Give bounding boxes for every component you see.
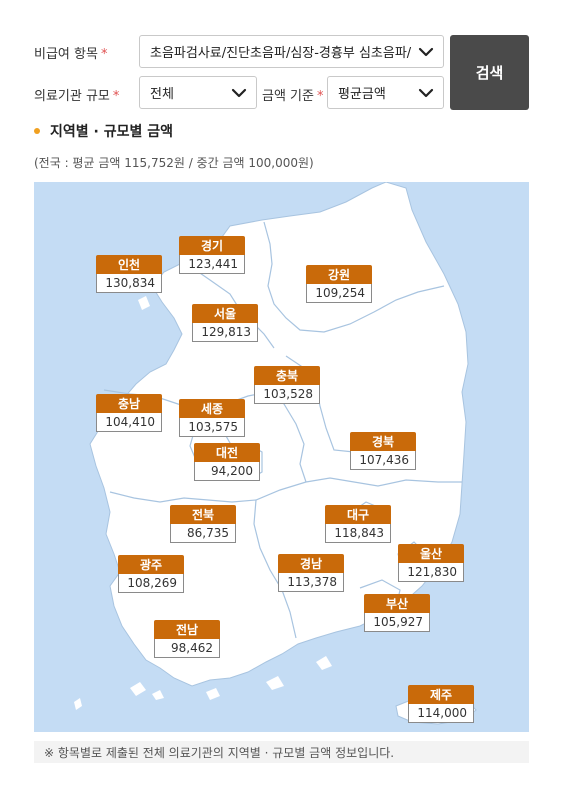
region-amount: 114,000	[408, 704, 474, 723]
region-amount: 104,410	[96, 413, 162, 432]
region-name: 세종	[179, 399, 245, 418]
region-gyeongnam[interactable]: 경남 113,378	[278, 554, 344, 592]
region-name: 전북	[170, 505, 236, 524]
basis-select[interactable]: 평균금액	[327, 76, 444, 109]
korea-landmass	[74, 182, 477, 725]
region-incheon[interactable]: 인천 130,834	[96, 255, 162, 293]
region-name: 경남	[278, 554, 344, 573]
region-daegu[interactable]: 대구 118,843	[325, 505, 391, 543]
region-name: 부산	[364, 594, 430, 613]
region-ulsan[interactable]: 울산 121,830	[398, 544, 464, 582]
korea-map: 인천 130,834 경기 123,441 강원 109,254 서울 129,…	[34, 182, 529, 732]
region-name: 전남	[154, 620, 220, 639]
region-jeju[interactable]: 제주 114,000	[408, 685, 474, 723]
required-mark: *	[316, 89, 324, 104]
region-amount: 103,575	[179, 418, 245, 437]
region-gyeonggi[interactable]: 경기 123,441	[179, 236, 245, 274]
region-amount: 121,830	[398, 563, 464, 582]
region-name: 인천	[96, 255, 162, 274]
search-button[interactable]: 검색	[450, 35, 529, 110]
region-busan[interactable]: 부산 105,927	[364, 594, 430, 632]
region-amount: 103,528	[254, 385, 320, 404]
item-select[interactable]: 초음파검사료/진단초음파/심장-경흉부 심초음파/	[139, 35, 444, 68]
region-seoul[interactable]: 서울 129,813	[192, 304, 258, 342]
region-amount: 123,441	[179, 255, 245, 274]
national-summary: (전국 : 평균 금액 115,752원 / 중간 금액 100,000원)	[34, 156, 314, 170]
region-amount: 113,378	[278, 573, 344, 592]
region-name: 광주	[118, 555, 184, 574]
region-chungnam[interactable]: 충남 104,410	[96, 394, 162, 432]
chevron-down-icon	[230, 84, 248, 102]
chevron-down-icon	[417, 84, 435, 102]
section-title: 지역별 · 규모별 금액	[34, 121, 173, 141]
item-select-value: 초음파검사료/진단초음파/심장-경흉부 심초음파/	[150, 46, 412, 61]
region-daejeon[interactable]: 대전 94,200	[194, 443, 260, 481]
region-amount: 94,200	[194, 462, 260, 481]
region-amount: 86,735	[170, 524, 236, 543]
scale-select[interactable]: 전체	[139, 76, 257, 109]
region-jeonnam[interactable]: 전남 98,462	[154, 620, 220, 658]
region-jeonbuk[interactable]: 전북 86,735	[170, 505, 236, 543]
scale-label: 의료기관 규모 *	[34, 89, 120, 104]
region-amount: 108,269	[118, 574, 184, 593]
region-sejong[interactable]: 세종 103,575	[179, 399, 245, 437]
region-name: 충남	[96, 394, 162, 413]
region-amount: 98,462	[154, 639, 220, 658]
region-name: 서울	[192, 304, 258, 323]
region-name: 울산	[398, 544, 464, 563]
region-name: 제주	[408, 685, 474, 704]
basis-select-value: 평균금액	[338, 87, 386, 102]
region-name: 강원	[306, 265, 372, 284]
region-amount: 105,927	[364, 613, 430, 632]
region-gangwon[interactable]: 강원 109,254	[306, 265, 372, 303]
region-name: 대구	[325, 505, 391, 524]
required-mark: *	[112, 89, 120, 104]
basis-label: 금액 기준 *	[262, 89, 324, 104]
region-amount: 109,254	[306, 284, 372, 303]
footnote: ※ 항목별로 제출된 전체 의료기관의 지역별 · 규모별 금액 정보입니다.	[34, 741, 529, 763]
item-label: 비급여 항목 *	[34, 47, 108, 62]
scale-select-value: 전체	[150, 87, 174, 102]
region-name: 경북	[350, 432, 416, 451]
region-gyeongbuk[interactable]: 경북 107,436	[350, 432, 416, 470]
region-chungbuk[interactable]: 충북 103,528	[254, 366, 320, 404]
region-amount: 130,834	[96, 274, 162, 293]
region-amount: 107,436	[350, 451, 416, 470]
region-amount: 129,813	[192, 323, 258, 342]
region-gwangju[interactable]: 광주 108,269	[118, 555, 184, 593]
region-name: 경기	[179, 236, 245, 255]
required-mark: *	[100, 47, 108, 62]
chevron-down-icon	[417, 43, 435, 61]
region-name: 충북	[254, 366, 320, 385]
region-amount: 118,843	[325, 524, 391, 543]
region-name: 대전	[194, 443, 260, 462]
bullet-icon	[34, 128, 40, 134]
